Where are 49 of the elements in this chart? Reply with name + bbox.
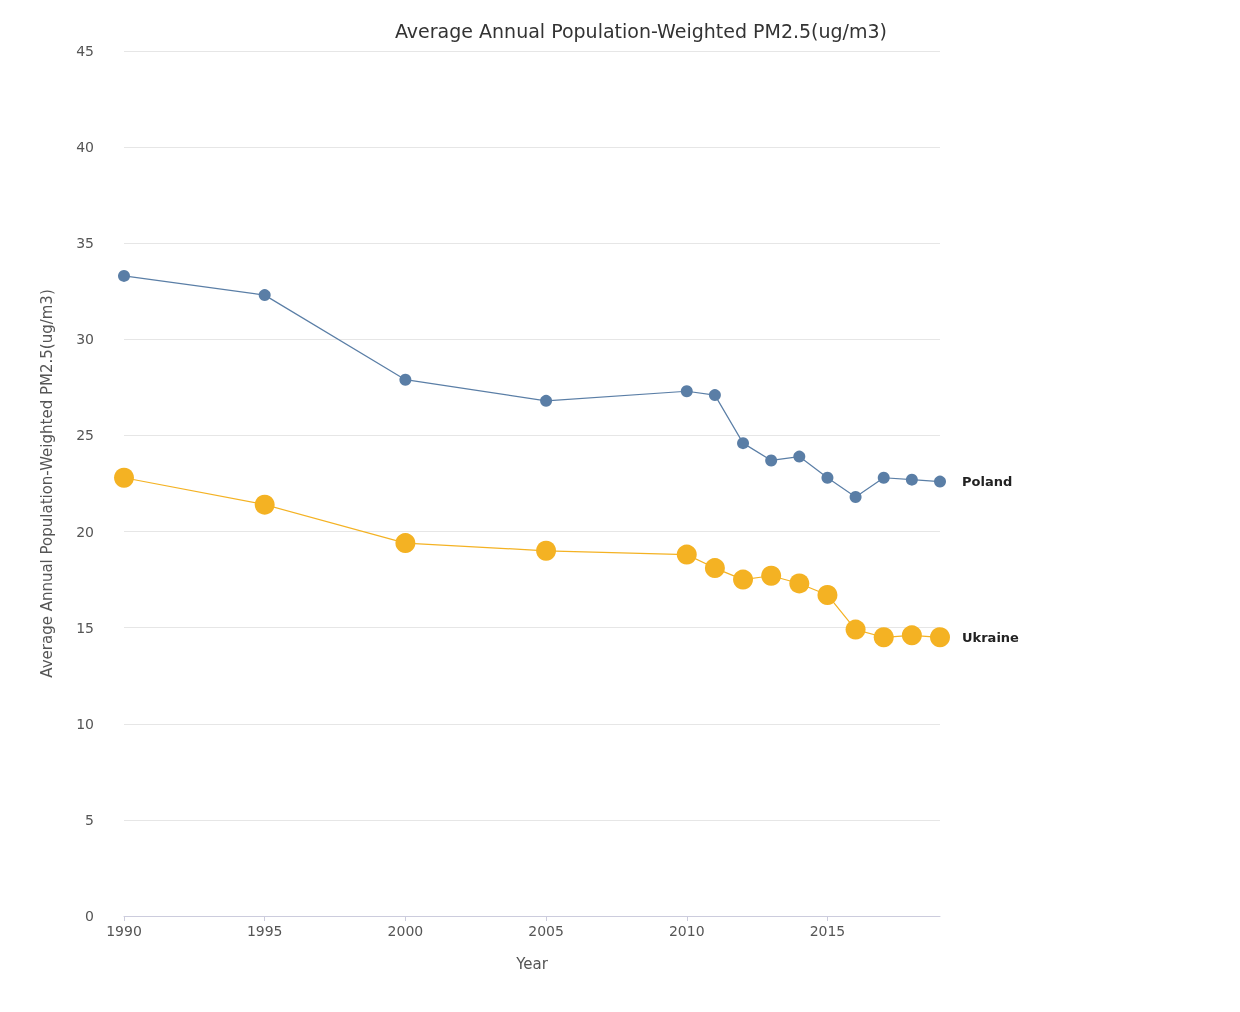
chart-title: Average Annual Population-Weighted PM2.5(ug/m3) (394, 19, 888, 42)
y-tick-label: 40 (76, 139, 94, 156)
point (901, 625, 922, 646)
point (905, 473, 918, 486)
y-tick-label: 20 (76, 523, 94, 540)
x-tick-label: 1995 (246, 923, 283, 939)
point (873, 627, 894, 648)
series-label: Poland (962, 474, 1013, 490)
point (934, 475, 946, 488)
x-tick-label: 2005 (528, 923, 564, 939)
point (676, 544, 697, 565)
point (789, 573, 810, 594)
point (821, 471, 834, 484)
x-axis-title: Year (515, 954, 549, 973)
y-tick-label: 0 (85, 908, 94, 924)
point (761, 565, 782, 586)
point (930, 627, 950, 648)
series-label: Ukraine (962, 629, 1020, 645)
point (737, 437, 750, 450)
y-axis-title: Average Annual Population-Weighted PM2.5(ug/m3) (37, 289, 56, 678)
point (680, 385, 693, 398)
y-tick-label: 15 (76, 619, 94, 636)
point (114, 467, 134, 488)
point (849, 490, 862, 503)
point (845, 619, 866, 640)
point (877, 471, 890, 484)
point (118, 269, 130, 282)
x-tick-label: 2010 (668, 923, 705, 939)
x-tick-label: 2015 (809, 923, 846, 939)
point (708, 389, 721, 402)
y-tick-label: 25 (76, 427, 94, 444)
point (254, 494, 275, 515)
y-tick-label: 35 (76, 235, 94, 252)
point (536, 540, 557, 561)
y-tick-label: 30 (76, 331, 94, 348)
point (258, 289, 271, 302)
point (817, 584, 838, 605)
point (733, 569, 754, 590)
point (399, 373, 412, 386)
point (793, 450, 806, 463)
x-tick-label: 1990 (106, 923, 142, 939)
point (540, 394, 553, 407)
y-tick-label: 5 (85, 811, 94, 828)
point (765, 454, 778, 467)
point (704, 558, 725, 579)
y-tick-label: 10 (76, 715, 94, 732)
y-tick-label: 45 (76, 43, 94, 59)
point (395, 533, 416, 554)
x-tick-label: 2000 (387, 923, 424, 939)
